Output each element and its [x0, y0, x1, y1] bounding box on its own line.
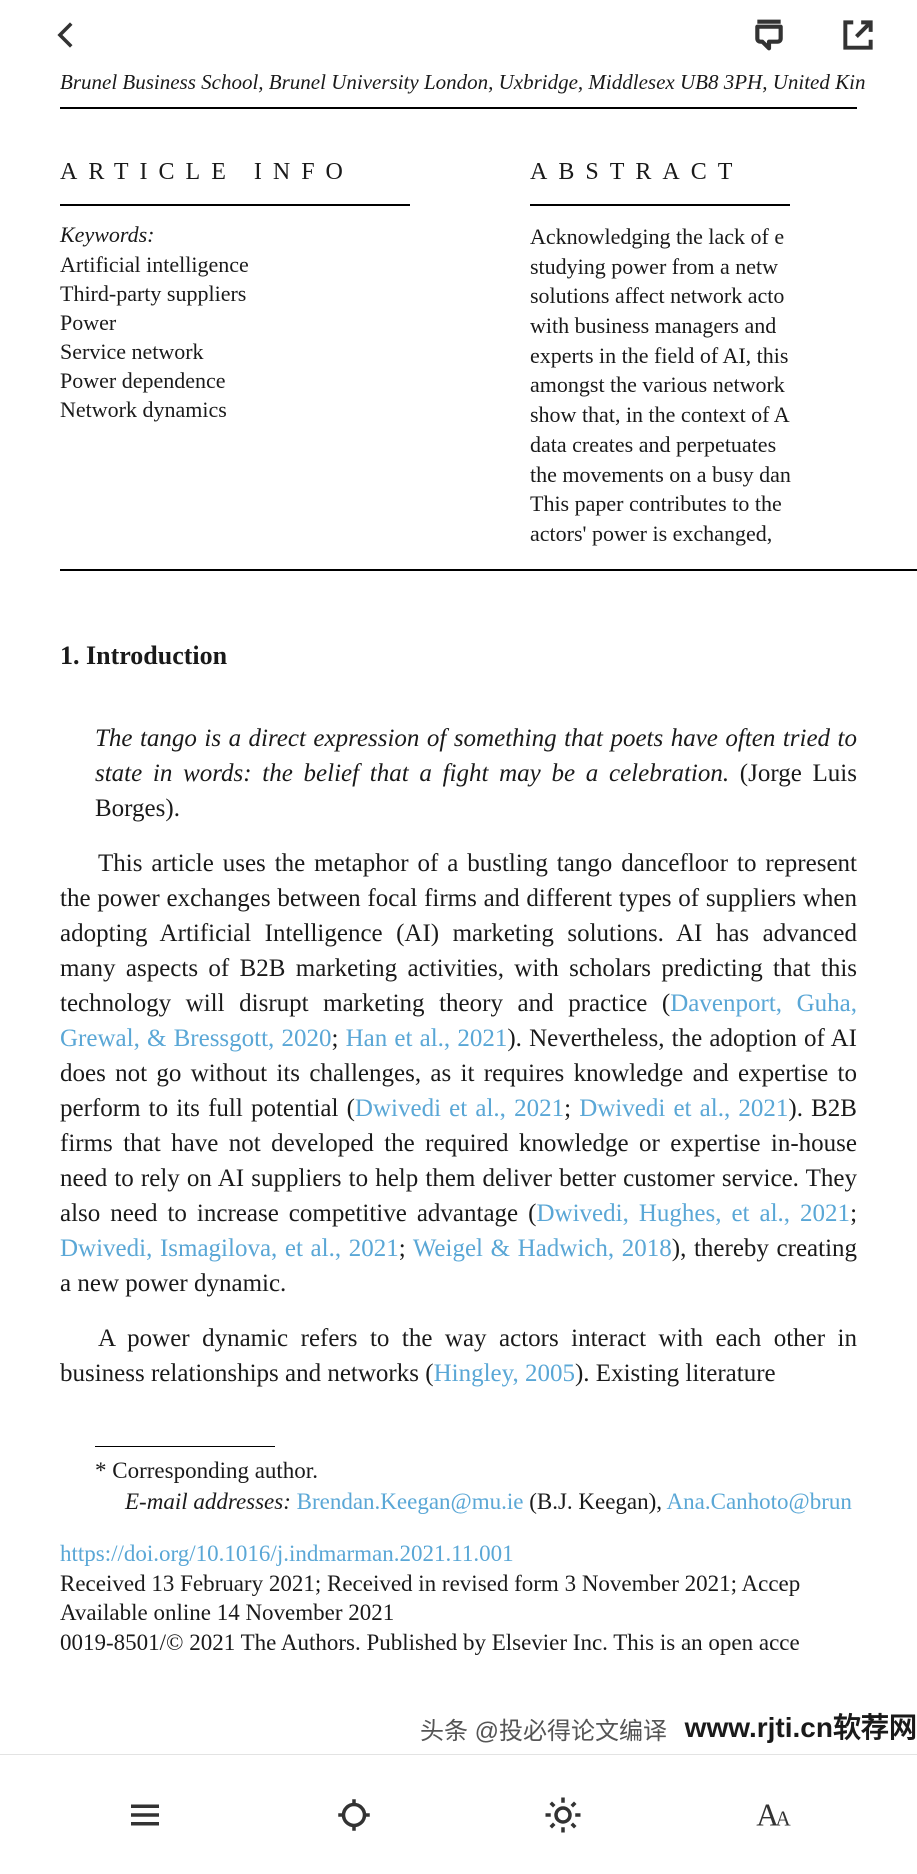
bookmark-scroll-icon[interactable] — [749, 15, 789, 55]
article-info-column: ARTICLE INFO Keywords: Artificial intell… — [60, 159, 410, 549]
doi-block: https://doi.org/10.1016/j.indmarman.2021… — [60, 1539, 917, 1659]
abstract-label: ABSTRACT — [530, 159, 917, 186]
top-toolbar — [0, 0, 917, 70]
menu-icon[interactable] — [124, 1794, 166, 1836]
section-heading: 1. Introduction — [60, 641, 917, 671]
epigraph-quote: The tango is a direct expression of some… — [95, 721, 857, 826]
article-info-label: ARTICLE INFO — [60, 159, 410, 186]
divider — [530, 204, 790, 206]
footnote-rule — [95, 1446, 275, 1447]
email-addresses: E-mail addresses: Brendan.Keegan@mu.ie (… — [95, 1486, 857, 1517]
document-page: Brunel Business School, Brunel Universit… — [0, 70, 917, 1658]
citation-link[interactable]: Dwivedi, Ismagilova, et al., 2021 — [60, 1235, 399, 1262]
svg-text:A: A — [776, 1806, 792, 1830]
divider — [60, 569, 917, 571]
back-icon[interactable] — [50, 18, 84, 52]
email-link[interactable]: Brendan.Keegan@mu.ie — [297, 1489, 524, 1514]
citation-link[interactable]: Weigel & Hadwich, 2018 — [413, 1235, 672, 1262]
abstract-column: ABSTRACT Acknowledging the lack of e stu… — [530, 159, 917, 549]
affiliation-line: Brunel Business School, Brunel Universit… — [0, 70, 917, 107]
divider — [60, 204, 410, 206]
bottom-toolbar: A A — [0, 1754, 917, 1874]
keyword: Service network — [60, 337, 410, 366]
keyword: Power dependence — [60, 366, 410, 395]
search-target-icon[interactable] — [333, 1794, 375, 1836]
email-link[interactable]: Ana.Canhoto@brun — [667, 1489, 852, 1514]
watermark-cn: 头条 @投必得论文编译 — [420, 1711, 667, 1746]
keyword: Artificial intelligence — [60, 250, 410, 279]
body-paragraph: A power dynamic refers to the way actors… — [60, 1321, 857, 1391]
doi-link[interactable]: https://doi.org/10.1016/j.indmarman.2021… — [60, 1539, 917, 1569]
citation-link[interactable]: Han et al., 2021 — [346, 1025, 508, 1052]
keywords-heading: Keywords: — [60, 222, 410, 248]
citation-link[interactable]: Dwivedi et al., 2021 — [579, 1095, 788, 1122]
available-online: Available online 14 November 2021 — [60, 1598, 917, 1628]
open-external-icon[interactable] — [839, 16, 877, 54]
received-dates: Received 13 February 2021; Received in r… — [60, 1569, 917, 1599]
keyword: Network dynamics — [60, 395, 410, 424]
abstract-text: Acknowledging the lack of e studying pow… — [530, 222, 917, 549]
brightness-icon[interactable] — [542, 1794, 584, 1836]
citation-link[interactable]: Dwivedi, Hughes, et al., 2021 — [536, 1200, 850, 1227]
keyword: Power — [60, 308, 410, 337]
issn-copyright: 0019-8501/© 2021 The Authors. Published … — [60, 1628, 917, 1658]
watermark: www.rjti.cn软荐网 — [685, 1706, 917, 1746]
corresponding-author: * Corresponding author. — [95, 1455, 857, 1486]
citation-link[interactable]: Hingley, 2005 — [434, 1360, 575, 1387]
citation-link[interactable]: Dwivedi et al., 2021 — [355, 1095, 564, 1122]
keyword: Third-party suppliers — [60, 279, 410, 308]
body-paragraph: This article uses the metaphor of a bust… — [60, 846, 857, 1301]
text-settings-icon[interactable]: A A — [751, 1794, 793, 1836]
